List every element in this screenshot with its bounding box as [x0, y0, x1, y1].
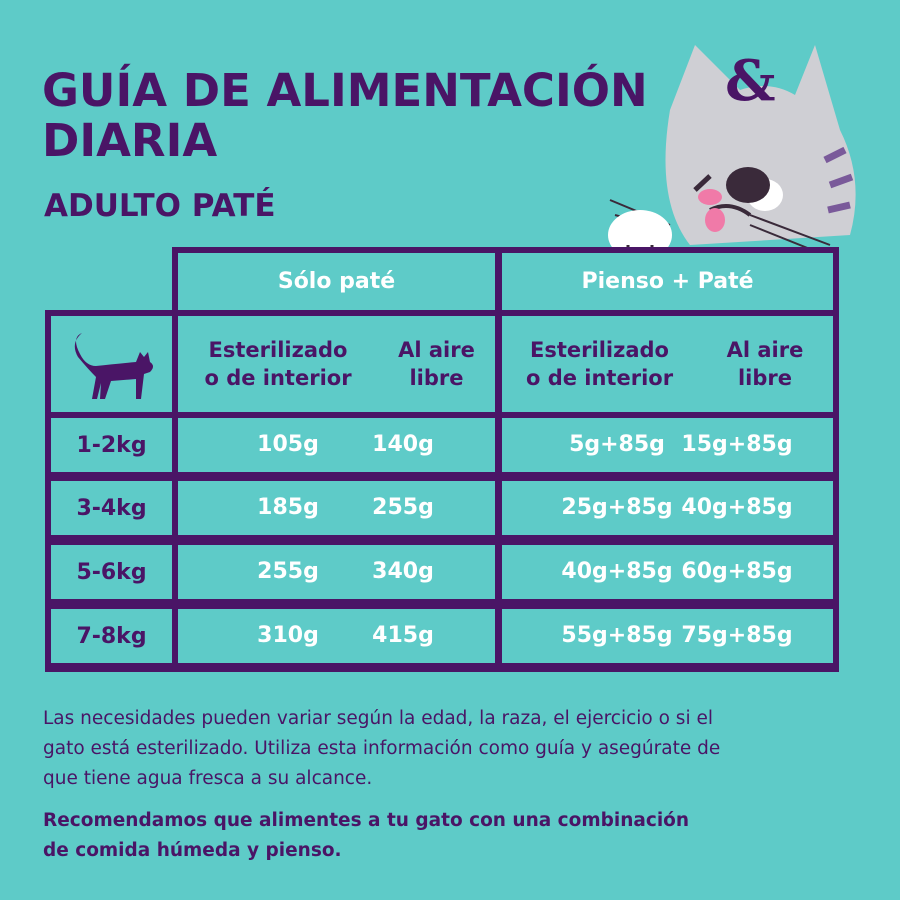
table-row-cell: 55g+85g 75g+85g	[502, 609, 833, 663]
subheader-aire-libre-1: Al aire libre	[378, 316, 495, 412]
cat-silhouette-icon	[74, 333, 153, 399]
feeding-amount: 415g	[372, 623, 434, 648]
cat-icon-cell	[51, 316, 172, 412]
note-line: que tiene agua fresca a su alcance.	[43, 768, 373, 789]
subheader-line: o de interior	[204, 366, 352, 390]
row-weight: 7-8kg	[51, 609, 172, 663]
subheader-esterilizado-2: Esterilizado o de interior	[502, 316, 697, 412]
feeding-amount: 25g+85g	[561, 495, 673, 520]
title-line: DIARIA	[42, 114, 218, 167]
feeding-amount: 105g	[257, 432, 319, 457]
page-title: GUÍA DE ALIMENTACIÓN DIARIA	[42, 66, 648, 166]
subheader-esterilizado-1: Esterilizado o de interior	[178, 316, 378, 412]
note-line: Recomendamos que alimentes a tu gato con…	[43, 810, 690, 831]
feeding-amount: 310g	[257, 623, 319, 648]
table-row-cell: 105g 140g	[178, 418, 495, 472]
feeding-amount: 140g	[372, 432, 434, 457]
mascot-letter: &	[725, 48, 776, 114]
title-line: GUÍA DE ALIMENTACIÓN	[42, 64, 648, 117]
feeding-amount: 255g	[257, 559, 319, 584]
feeding-amount: 185g	[257, 495, 319, 520]
group-header-pienso-pate: Pienso + Paté	[502, 253, 833, 310]
row-weight: 5-6kg	[51, 545, 172, 599]
subheader-line: Al aire	[398, 338, 475, 362]
table-row-cell: 40g+85g 60g+85g	[502, 545, 833, 599]
feeding-amount: 55g+85g	[561, 623, 673, 648]
subheader-line: libre	[737, 366, 792, 390]
note-line: Las necesidades pueden variar según la e…	[43, 708, 713, 729]
subheader-line: o de interior	[525, 366, 674, 390]
note-line: de comida húmeda y pienso.	[43, 840, 342, 861]
subheader-line: Esterilizado	[208, 338, 348, 362]
note-paragraph-2: Recomendamos que alimentes a tu gato con…	[43, 806, 689, 866]
feeding-amount: 5g+85g	[569, 432, 665, 457]
note-line: gato está esterilizado. Utiliza esta inf…	[43, 738, 721, 759]
feeding-amount: 340g	[372, 559, 434, 584]
subheader-line: Al aire	[726, 338, 804, 362]
table-row-cell: 5g+85g 15g+85g	[502, 418, 833, 472]
feeding-amount: 75g+85g	[681, 623, 793, 648]
subheader-line: libre	[409, 366, 464, 390]
subheader-aire-libre-2: Al aire libre	[697, 316, 833, 412]
table-row-cell: 25g+85g 40g+85g	[502, 481, 833, 535]
row-weight: 1-2kg	[51, 418, 172, 472]
table-row-cell: 185g 255g	[178, 481, 495, 535]
group-header-solo-pate: Sólo paté	[178, 253, 495, 310]
row-weight: 3-4kg	[51, 481, 172, 535]
cat-mascot-illustration: &	[608, 45, 856, 260]
table-row-cell: 255g 340g	[178, 545, 495, 599]
subheader-line: Esterilizado	[530, 338, 669, 362]
feeding-amount: 255g	[372, 495, 434, 520]
note-paragraph-1: Las necesidades pueden variar según la e…	[43, 704, 720, 794]
page-subtitle: ADULTO PATÉ	[44, 188, 276, 224]
feeding-amount: 15g+85g	[681, 432, 793, 457]
feeding-amount: 40g+85g	[561, 559, 673, 584]
feeding-amount: 60g+85g	[681, 559, 793, 584]
table-row-cell: 310g 415g	[178, 609, 495, 663]
feeding-amount: 40g+85g	[681, 495, 793, 520]
